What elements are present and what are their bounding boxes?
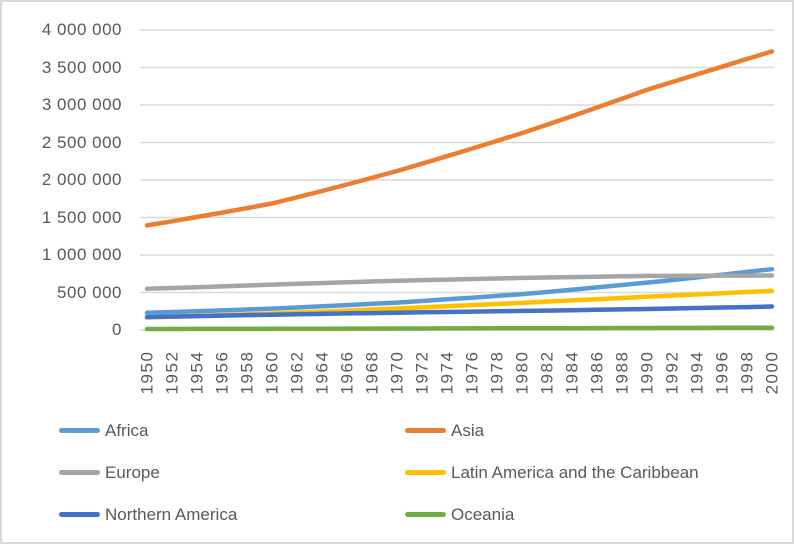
legend-swatch-oceania <box>405 512 446 517</box>
y-tick-label: 1 500 000 <box>41 207 122 227</box>
legend-swatch-asia <box>405 428 446 433</box>
x-tick-label: 1972 <box>412 350 432 394</box>
y-tick-label: 1 000 000 <box>41 245 122 264</box>
x-tick-label: 1970 <box>387 350 407 394</box>
x-tick-label: 1994 <box>687 350 707 394</box>
x-tick-label: 1966 <box>337 350 357 394</box>
y-tick-label: 0 <box>112 320 122 339</box>
legend-swatch-europe <box>59 470 100 475</box>
y-tick-label: 3 500 000 <box>41 57 122 77</box>
legend-label: Africa <box>105 420 149 440</box>
y-tick-label: 3 000 000 <box>41 95 122 114</box>
series-line-africa <box>144 266 775 316</box>
x-tick-label: 1968 <box>362 350 382 394</box>
series-line-asia <box>144 49 775 228</box>
series-line-northern-america <box>144 304 775 320</box>
legend-item-europe: Europe <box>59 461 405 484</box>
legend-item-africa: Africa <box>59 419 405 442</box>
x-tick-label: 1988 <box>612 350 632 394</box>
x-tick-label: 1964 <box>312 350 332 394</box>
y-tick-label: 2 500 000 <box>41 132 122 152</box>
series-line-europe <box>144 273 775 292</box>
x-tick-label: 1992 <box>662 350 682 394</box>
x-tick-label: 1978 <box>487 350 507 394</box>
x-tick-label: 1982 <box>537 350 557 394</box>
legend-label: Northern America <box>105 504 238 524</box>
x-tick-label: 1976 <box>462 350 482 394</box>
legend-item-northern-america: Northern America <box>59 503 405 526</box>
legend-swatch-africa <box>59 428 100 433</box>
x-tick-label: 1956 <box>212 350 232 394</box>
series-line-oceania <box>144 325 775 332</box>
legend-label: Oceania <box>451 504 515 524</box>
y-tick-label: 500 000 <box>57 282 122 302</box>
legend-label: Asia <box>451 420 485 440</box>
x-tick-label: 1998 <box>737 350 757 394</box>
x-tick-label: 1990 <box>637 350 657 394</box>
legend-item-asia: Asia <box>405 419 774 442</box>
x-tick-label: 1986 <box>587 350 607 394</box>
x-tick-label: 1954 <box>187 350 207 394</box>
legend-swatch-latin-america-and-the-caribbean <box>405 470 446 475</box>
legend-label: Europe <box>105 462 160 482</box>
x-tick-label: 1952 <box>162 350 182 394</box>
x-tick-label: 1962 <box>287 350 307 394</box>
y-tick-label: 2 000 000 <box>41 170 122 189</box>
x-tick-label: 1974 <box>437 350 457 394</box>
legend-label: Latin America and the Caribbean <box>451 462 699 482</box>
x-tick-label: 1950 <box>137 350 157 394</box>
x-tick-label: 1958 <box>237 350 257 394</box>
x-tick-label: 1980 <box>512 350 532 394</box>
x-tick-label: 2000 <box>762 350 782 394</box>
legend: Africa Asia Europe Latin America and the Ca… <box>59 419 774 526</box>
x-tick-label: 1960 <box>262 350 282 394</box>
x-tick-label: 1996 <box>712 350 732 394</box>
legend-item-latin-america-and-the-caribbean: Latin America and the Caribbean <box>405 461 774 484</box>
y-tick-label: 4 000 000 <box>41 20 122 39</box>
x-tick-label: 1984 <box>562 350 582 394</box>
legend-item-oceania: Oceania <box>405 503 774 526</box>
legend-swatch-northern-america <box>59 512 100 517</box>
